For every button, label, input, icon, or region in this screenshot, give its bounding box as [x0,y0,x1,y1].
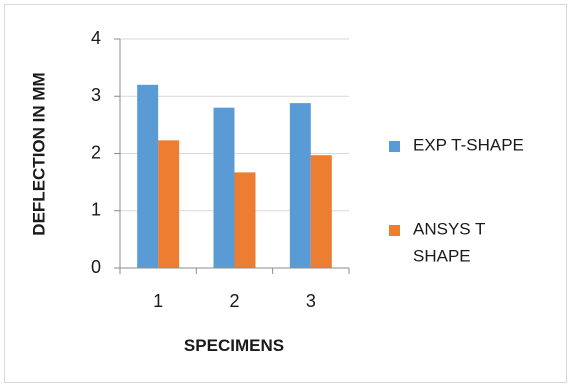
x-tick-label: 3 [306,291,316,311]
legend-label: ANSYS T [413,219,485,238]
axes [119,39,350,274]
bar-ansys-2 [234,172,256,268]
x-tick-label: 1 [153,291,163,311]
bar-ansys-3 [310,155,332,268]
y-tick-label: 1 [91,200,101,220]
y-tick-label: 3 [91,85,101,105]
legend-label: EXP T-SHAPE [413,135,524,154]
legend-swatch [389,141,400,152]
y-tick-label: 4 [91,28,101,48]
bar-exp-3 [289,103,311,269]
bar-exp-2 [213,107,235,268]
x-tick-labels: 1 2 3 [153,291,316,311]
y-tick-label: 2 [91,142,101,162]
x-axis-title: SPECIMENS [184,336,284,355]
x-tick-label: 2 [229,291,239,311]
y-tick-label: 0 [91,257,101,277]
bar-exp-1 [137,84,159,268]
legend-swatch [389,225,400,236]
bar-ansys-1 [158,140,180,268]
y-tick-labels: 0 1 2 3 4 [91,28,101,277]
legend-label: SHAPE [413,246,471,265]
legend: EXP T-SHAPE ANSYS T SHAPE [389,135,524,265]
y-axis-title: DEFLECTION IN MM [29,72,48,235]
chart-frame [4,4,567,383]
bars [137,84,332,269]
